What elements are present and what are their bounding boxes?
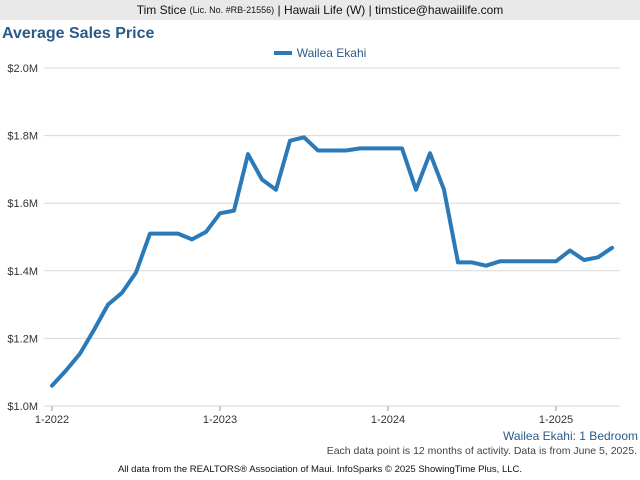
license-number: (Lic. No. #RB-21556) bbox=[189, 5, 275, 15]
agent-name: Tim Stice bbox=[136, 3, 187, 17]
y-tick-label: $1.4M bbox=[7, 266, 38, 278]
agent-header-bar: Tim Stice (Lic. No. #RB-21556) | Hawaii … bbox=[0, 0, 640, 20]
x-tick-label: 1-2023 bbox=[203, 414, 237, 426]
agent-contact: | Hawaii Life (W) | timstice@hawaiilife.… bbox=[277, 3, 504, 17]
legend-series-label: Wailea Ekahi bbox=[296, 46, 367, 60]
x-tick-label: 1-2022 bbox=[35, 414, 69, 426]
legend-swatch bbox=[273, 51, 292, 55]
x-tick-label: 1-2025 bbox=[539, 414, 573, 426]
chart-legend: Wailea Ekahi bbox=[0, 46, 640, 60]
source-footer: All data from the REALTORS® Association … bbox=[117, 464, 523, 475]
y-tick-label: $1.0M bbox=[7, 401, 38, 413]
y-tick-label: $1.6M bbox=[7, 198, 38, 210]
y-tick-label: $2.0M bbox=[7, 63, 38, 75]
series-footer-label: Wailea Ekahi: 1 Bedroom bbox=[503, 429, 638, 443]
data-note: Each data point is 12 months of activity… bbox=[326, 445, 637, 457]
y-tick-label: $1.2M bbox=[7, 333, 38, 345]
chart-title: Average Sales Price bbox=[2, 25, 155, 42]
y-tick-label: $1.8M bbox=[7, 131, 38, 143]
x-tick-label: 1-2024 bbox=[371, 414, 405, 426]
series-line bbox=[50, 135, 614, 388]
